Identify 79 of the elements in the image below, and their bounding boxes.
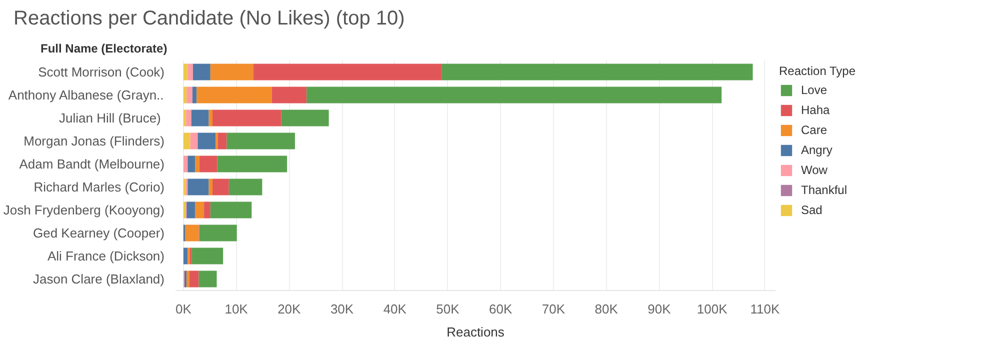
y-tick-label: Josh Frydenberg (Kooyong) <box>3 202 165 218</box>
y-tick-label: Morgan Jonas (Flinders) <box>24 134 165 148</box>
bar <box>192 64 210 80</box>
bar <box>183 178 186 196</box>
bar <box>192 248 224 264</box>
y-axis-title: Full Name (Electorate) <box>40 42 168 56</box>
bar <box>226 132 295 150</box>
bar <box>253 64 442 80</box>
bar <box>183 132 190 150</box>
legend-title: Reaction Type <box>779 64 856 78</box>
bar <box>212 178 229 196</box>
bar <box>199 156 218 172</box>
x-tick-label: 30K <box>330 302 354 316</box>
bar <box>210 64 254 80</box>
bar <box>218 132 227 150</box>
x-tick-label: 50K <box>436 302 460 316</box>
bar <box>183 110 186 126</box>
y-tick-label: Scott Morrison (Cook) <box>38 64 164 80</box>
x-tick-label: 110K <box>750 302 780 316</box>
y-tick-label: Richard Marles (Corio) <box>34 180 164 194</box>
bar <box>199 224 237 242</box>
chart-title: Reactions per Candidate (No Likes) (top 10) <box>14 8 405 30</box>
bar <box>217 156 288 172</box>
legend-label: Thankful <box>801 183 848 197</box>
bar <box>188 178 209 196</box>
bar <box>183 248 188 264</box>
bar <box>189 270 199 288</box>
legend-label: Love <box>801 83 828 97</box>
bar <box>186 202 196 218</box>
legend-label: Wow <box>801 163 828 177</box>
y-tick-label: Ali France (Dickson) <box>47 248 165 264</box>
x-tick-label: 100K <box>696 302 728 316</box>
bar <box>272 86 307 104</box>
legend-label: Care <box>801 123 828 137</box>
x-tick-label: 90K <box>648 302 672 316</box>
bar <box>196 86 272 104</box>
bar <box>186 86 192 104</box>
y-tick-label: Julian Hill (Bruce) <box>59 110 161 126</box>
bar <box>190 132 198 150</box>
bar <box>191 110 209 126</box>
legend-label: Haha <box>801 103 830 117</box>
bar <box>228 178 262 196</box>
x-tick-label: 60K <box>489 302 513 316</box>
bar <box>183 156 188 172</box>
y-tick-label: Anthony Albanese (Grayn.. <box>8 88 164 102</box>
bar <box>186 270 190 288</box>
x-tick-label: 70K <box>542 302 566 316</box>
bar <box>208 178 213 196</box>
bar <box>183 64 188 80</box>
legend-label: Sad <box>801 203 822 217</box>
y-tick-label: Ged Kearney (Cooper) <box>32 226 165 240</box>
bar <box>192 86 197 104</box>
y-tick-label: Jason Clare (Blaxland) <box>32 272 165 286</box>
x-tick-label: 10K <box>224 302 248 316</box>
bar <box>204 202 210 218</box>
x-tick-label: 80K <box>594 302 618 316</box>
bar <box>212 110 282 126</box>
bar <box>208 110 213 126</box>
bar <box>281 110 329 126</box>
bar <box>188 156 196 172</box>
bar <box>183 86 187 104</box>
bar <box>184 270 187 288</box>
bar <box>198 132 216 150</box>
x-tick-label: 20K <box>278 302 302 316</box>
bar <box>188 64 193 80</box>
bar <box>306 86 722 104</box>
bar <box>195 156 200 172</box>
bar <box>198 270 217 288</box>
x-tick-label: 0K <box>175 302 192 316</box>
y-tick-label: Adam Bandt (Melbourne) <box>19 156 165 172</box>
bar <box>195 202 204 218</box>
x-axis-title: Reactions <box>446 324 505 340</box>
legend-label: Angry <box>801 143 832 157</box>
bar <box>183 202 186 218</box>
x-tick-label: 40K <box>383 302 407 316</box>
bar <box>186 110 192 126</box>
bar <box>442 64 753 80</box>
bar <box>210 202 252 218</box>
bar <box>185 224 199 242</box>
